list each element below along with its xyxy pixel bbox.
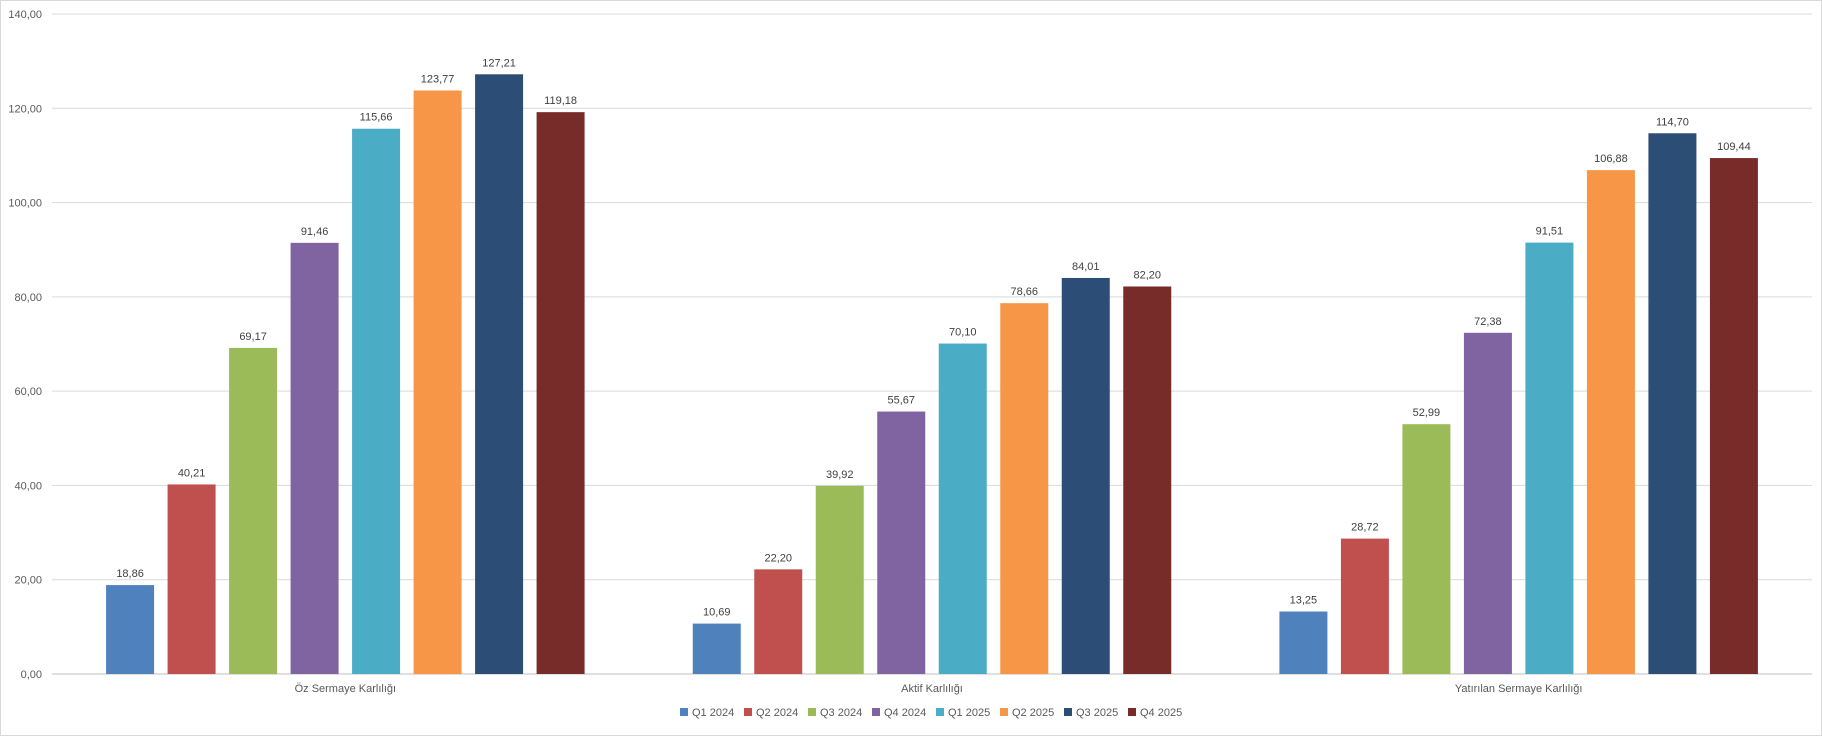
data-label: 28,72	[1351, 522, 1379, 534]
legend-label: Q2 2024	[756, 707, 798, 719]
data-label: 72,38	[1474, 316, 1502, 328]
category-label: Aktif Karlılığı	[901, 683, 963, 695]
data-label: 123,77	[421, 74, 455, 86]
legend-swatch	[872, 708, 880, 716]
data-label: 52,99	[1413, 407, 1441, 419]
bar	[290, 242, 339, 674]
bar	[877, 411, 926, 674]
bar	[1123, 286, 1172, 674]
bar	[1709, 158, 1758, 674]
data-label: 119,18	[544, 95, 577, 107]
data-label: 55,67	[887, 395, 915, 407]
data-label: 106,88	[1594, 153, 1628, 165]
bar	[1061, 277, 1110, 674]
y-tick-label: 120,00	[8, 103, 42, 115]
legend-label: Q3 2025	[1076, 707, 1118, 719]
data-label: 78,66	[1010, 286, 1038, 298]
data-label: 84,01	[1072, 261, 1100, 273]
legend-swatch	[808, 708, 816, 716]
data-label: 10,69	[703, 607, 731, 619]
legend-swatch	[1064, 708, 1072, 716]
bar	[938, 343, 987, 674]
data-label: 69,17	[239, 331, 267, 343]
legend-label: Q3 2024	[820, 707, 862, 719]
data-label: 70,10	[949, 327, 977, 339]
legend: Q1 2024 Q2 2024 Q3 2024 Q4 2024 Q1 2025 Q2 20…	[680, 707, 1182, 719]
bar	[692, 623, 741, 674]
legend-swatch	[744, 708, 752, 716]
legend-swatch	[1000, 708, 1008, 716]
y-tick-label: 40,00	[14, 480, 42, 492]
data-label: 13,25	[1290, 595, 1318, 607]
bar	[1648, 133, 1697, 674]
legend-label: Q1 2025	[948, 707, 990, 719]
bar	[352, 128, 401, 674]
data-label: 115,66	[360, 112, 393, 124]
bar	[1279, 611, 1328, 674]
y-tick-label: 140,00	[8, 9, 42, 21]
y-tick-label: 60,00	[14, 386, 42, 398]
bar	[475, 74, 524, 674]
data-label: 109,44	[1717, 141, 1751, 153]
data-label: 114,70	[1656, 116, 1689, 128]
legend-label: Q1 2024	[692, 707, 734, 719]
data-labels: 18,86 40,21 69,17 91,46 115,66 123,77 127,21 11…	[116, 57, 1750, 618]
data-label: 82,20	[1133, 269, 1161, 281]
legend-swatch	[1128, 708, 1136, 716]
legend-label: Q2 2025	[1012, 707, 1054, 719]
bar	[1463, 332, 1512, 674]
gridlines	[52, 13, 1812, 675]
bar	[815, 485, 864, 674]
legend-swatch	[936, 708, 944, 716]
bar	[1525, 242, 1574, 675]
x-axis: Öz Sermaye Karlılığı Aktif Karlılığı Yatır…	[295, 683, 1583, 695]
bar	[536, 112, 585, 674]
bar	[413, 90, 462, 674]
legend-swatch	[680, 708, 688, 716]
category-label: Yatırılan Sermaye Karlılığı	[1455, 683, 1583, 695]
y-axis: 0,00 20,00 40,00 60,00 80,00 100,00 120,00 140,…	[8, 9, 42, 681]
bar	[754, 569, 803, 674]
data-label: 22,20	[764, 552, 792, 564]
data-label: 127,21	[482, 57, 516, 69]
y-tick-label: 80,00	[14, 292, 42, 304]
bar	[167, 484, 216, 674]
bar	[1402, 424, 1451, 674]
data-label: 91,51	[1536, 226, 1564, 238]
legend-label: Q4 2024	[884, 707, 926, 719]
data-label: 91,46	[301, 226, 329, 238]
data-label: 18,86	[116, 568, 144, 580]
category-label: Öz Sermaye Karlılığı	[295, 683, 396, 695]
bar	[1586, 170, 1635, 674]
bar	[1340, 538, 1389, 674]
legend-label: Q4 2025	[1140, 707, 1182, 719]
bars	[106, 74, 1758, 675]
bar	[1000, 303, 1049, 674]
data-label: 39,92	[826, 469, 854, 481]
bar	[229, 347, 278, 674]
y-tick-label: 100,00	[8, 198, 42, 210]
y-tick-label: 0,00	[21, 669, 42, 681]
y-tick-label: 20,00	[14, 575, 42, 587]
data-label: 40,21	[178, 467, 206, 479]
bar	[106, 585, 155, 674]
